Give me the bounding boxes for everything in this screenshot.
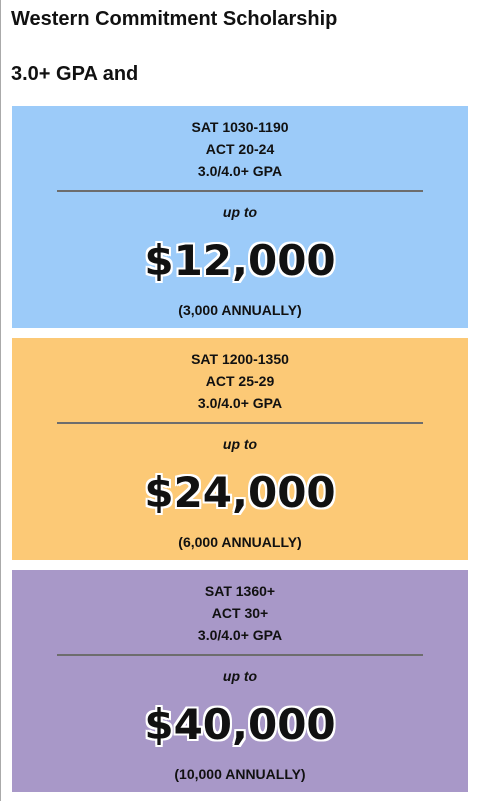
requirement: ACT 20-24: [205, 141, 275, 157]
amount: $40,000: [144, 700, 336, 749]
annual-note: (3,000 ANNUALLY): [178, 302, 302, 318]
scholarship-card: SAT 1360+ ACT 30+ 3.0/4.0+ GPA up to $40,000…: [12, 570, 468, 792]
divider: [57, 654, 423, 656]
annual-note: (10,000 ANNUALLY): [174, 766, 306, 782]
requirement: SAT 1200-1350: [191, 351, 289, 367]
amount: $12,000: [144, 236, 336, 285]
requirement: SAT 1030-1190: [191, 119, 289, 135]
amount-prefix: up to: [222, 436, 258, 452]
divider: [57, 190, 423, 192]
divider: [57, 422, 423, 424]
requirement: SAT 1360+: [204, 583, 276, 599]
amount-prefix: up to: [222, 668, 258, 684]
scholarship-card: SAT 1200-1350 ACT 25-29 3.0/4.0+ GPA up to $…: [12, 338, 468, 560]
requirement: 3.0/4.0+ GPA: [197, 627, 283, 643]
annual-note: (6,000 ANNUALLY): [178, 534, 302, 550]
requirement: 3.0/4.0+ GPA: [197, 395, 283, 411]
amount: $24,000: [144, 468, 336, 517]
requirement: ACT 25-29: [205, 373, 275, 389]
requirements: SAT 1200-1350 ACT 25-29 3.0/4.0+ GPA: [12, 348, 468, 414]
requirement: ACT 30+: [211, 605, 269, 621]
subtitle: 3.0+ GPA and: [11, 63, 139, 85]
requirements: SAT 1360+ ACT 30+ 3.0/4.0+ GPA: [12, 580, 468, 646]
scholarship-card: SAT 1030-1190 ACT 20-24 3.0/4.0+ GPA up to $…: [12, 106, 468, 328]
requirement: 3.0/4.0+ GPA: [197, 163, 283, 179]
requirements: SAT 1030-1190 ACT 20-24 3.0/4.0+ GPA: [12, 116, 468, 182]
amount-prefix: up to: [222, 204, 258, 220]
title: Western Commitment Scholarship: [11, 8, 338, 30]
